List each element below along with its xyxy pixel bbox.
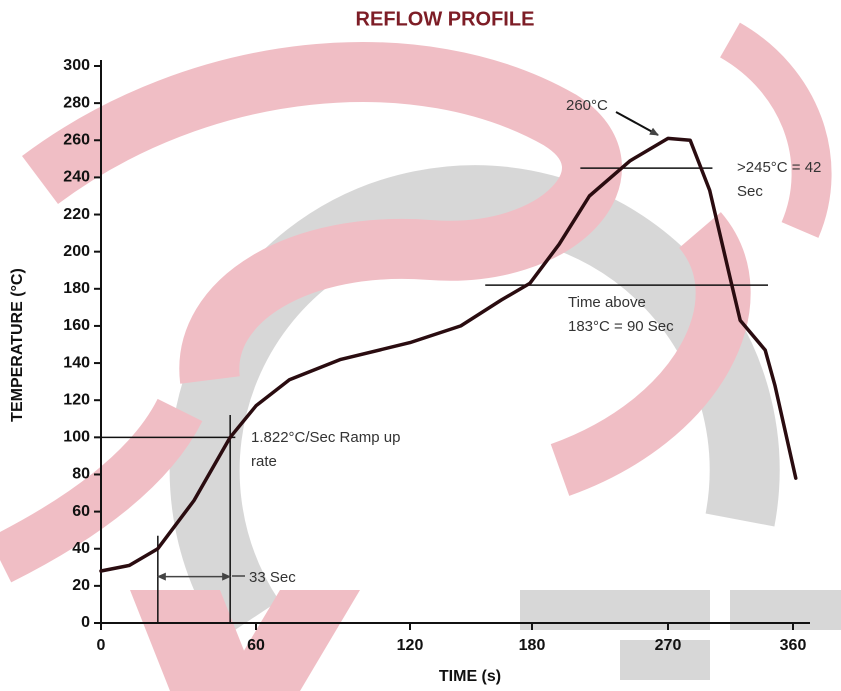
y-tick-label: 300 xyxy=(63,57,90,74)
y-tick-label: 80 xyxy=(72,466,90,483)
watermark xyxy=(0,40,841,691)
y-tick-label: 140 xyxy=(63,354,90,371)
x-tick-label: 180 xyxy=(519,637,546,654)
x-tick-label: 120 xyxy=(397,637,424,654)
chart-title: REFLOW PROFILE xyxy=(356,8,535,30)
y-axis-label: TEMPERATURE (°C) xyxy=(9,268,26,422)
annotation: rate xyxy=(251,453,277,470)
y-tick-label: 260 xyxy=(63,131,90,148)
x-tick-label: 270 xyxy=(655,637,682,654)
chart: REFLOW PROFILE TEMPERATURE (°C) TIME (s)… xyxy=(0,0,841,691)
annotation: Sec xyxy=(737,183,763,200)
y-tick-label: 0 xyxy=(81,614,90,631)
peak-arrow xyxy=(616,112,658,135)
x-tick-label: 60 xyxy=(247,637,265,654)
y-tick-label: 60 xyxy=(72,503,90,520)
y-tick-label: 240 xyxy=(63,169,90,186)
x-tick-label: 0 xyxy=(97,637,106,654)
annotation: 1.822°C/Sec Ramp up xyxy=(251,429,400,446)
y-tick-label: 180 xyxy=(63,280,90,297)
annotation: >245°C = 42 xyxy=(737,159,821,176)
annotation: 260°C xyxy=(566,97,608,114)
y-tick-label: 100 xyxy=(63,429,90,446)
y-tick-label: 160 xyxy=(63,317,90,334)
x-tick-label: 360 xyxy=(780,637,807,654)
x-axis-label: TIME (s) xyxy=(439,668,501,685)
annotation: 183°C = 90 Sec xyxy=(568,318,674,335)
y-tick-label: 220 xyxy=(63,206,90,223)
y-tick-label: 20 xyxy=(72,577,90,594)
y-tick-label: 200 xyxy=(63,243,90,260)
y-tick-label: 120 xyxy=(63,391,90,408)
y-tick-label: 280 xyxy=(63,94,90,111)
annotation: 33 Sec xyxy=(249,569,296,586)
y-tick-label: 40 xyxy=(72,540,90,557)
annotation: Time above xyxy=(568,294,646,311)
